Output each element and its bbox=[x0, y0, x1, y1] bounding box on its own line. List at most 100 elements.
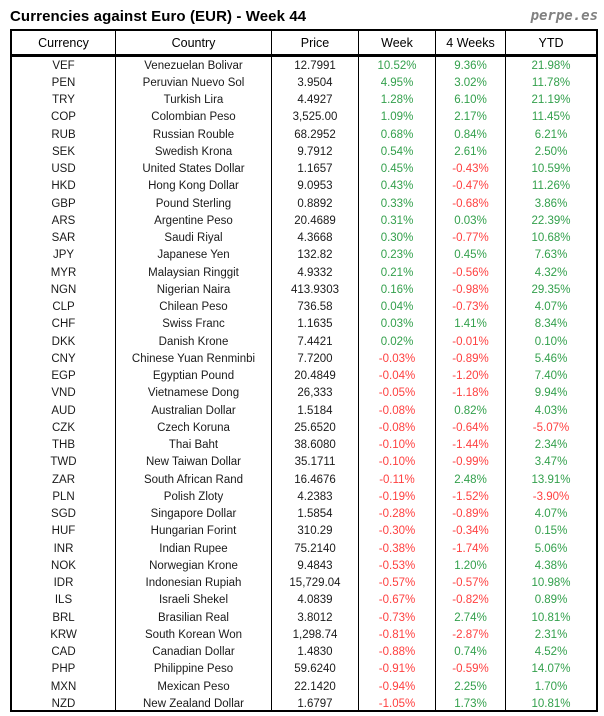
currency-code-cell: MYR bbox=[12, 264, 116, 282]
week-change-cell: -0.05% bbox=[359, 384, 436, 402]
country-cell: Turkish Lira bbox=[116, 91, 272, 109]
currency-code-cell: SAR bbox=[12, 229, 116, 247]
country-cell: Vietnamese Dong bbox=[116, 384, 272, 402]
price-cell: 310.29 bbox=[272, 522, 359, 540]
table-row: IDR Indonesian Rupiah 15,729.04 -0.57% -… bbox=[12, 574, 596, 592]
country-cell: Indonesian Rupiah bbox=[116, 574, 272, 592]
week-change-cell: -0.08% bbox=[359, 402, 436, 420]
column-header-country: Country bbox=[116, 31, 272, 54]
4-weeks-change-cell: -0.98% bbox=[436, 281, 506, 299]
4-weeks-change-cell: -2.87% bbox=[436, 626, 506, 644]
table-row: JPY Japanese Yen 132.82 0.23% 0.45% 7.63… bbox=[12, 246, 596, 264]
currency-code-cell: SEK bbox=[12, 143, 116, 161]
price-cell: 1.6797 bbox=[272, 695, 359, 710]
4-weeks-change-cell: -1.20% bbox=[436, 367, 506, 385]
country-cell: Chinese Yuan Renminbi bbox=[116, 350, 272, 368]
country-cell: Hong Kong Dollar bbox=[116, 177, 272, 195]
currency-code-cell: GBP bbox=[12, 195, 116, 213]
currency-code-cell: VEF bbox=[12, 57, 116, 75]
country-cell: Israeli Shekel bbox=[116, 591, 272, 609]
table-row: TWD New Taiwan Dollar 35.1711 -0.10% -0.… bbox=[12, 453, 596, 471]
ytd-change-cell: 3.86% bbox=[534, 197, 568, 210]
column-header-price: Price bbox=[272, 31, 359, 54]
week-change-cell: 0.16% bbox=[359, 281, 436, 299]
week-change-cell: -0.19% bbox=[359, 488, 436, 506]
country-cell: Russian Rouble bbox=[116, 126, 272, 144]
4-weeks-change-cell: 2.61% bbox=[436, 143, 506, 161]
table-row: COP Colombian Peso 3,525.00 1.09% 2.17% … bbox=[12, 108, 596, 126]
week-change-cell: -0.38% bbox=[359, 540, 436, 558]
week-change-cell: 10.52% bbox=[359, 57, 436, 75]
price-cell: 1.4830 bbox=[272, 643, 359, 661]
week-change-cell: 0.23% bbox=[359, 246, 436, 264]
week-change-cell: -0.08% bbox=[359, 419, 436, 437]
week-change-cell: -1.05% bbox=[359, 695, 436, 710]
country-cell: Czech Koruna bbox=[116, 419, 272, 437]
price-cell: 3.9504 bbox=[272, 74, 359, 92]
table-row: INR Indian Rupee 75.2140 -0.38% -1.74% 5… bbox=[12, 540, 596, 558]
week-change-cell: -0.10% bbox=[359, 436, 436, 454]
4-weeks-change-cell: -0.89% bbox=[436, 350, 506, 368]
country-cell: Egyptian Pound bbox=[116, 367, 272, 385]
4-weeks-change-cell: -1.52% bbox=[436, 488, 506, 506]
table-row: CHF Swiss Franc 1.1635 0.03% 1.41% 8.34% bbox=[12, 315, 596, 333]
ytd-change-cell: -5.07% bbox=[532, 421, 570, 434]
ytd-change-cell: 10.68% bbox=[531, 232, 571, 245]
week-change-cell: 0.45% bbox=[359, 160, 436, 178]
ytd-change-cell: 11.26% bbox=[531, 180, 571, 193]
price-cell: 15,729.04 bbox=[272, 574, 359, 592]
table-row: PLN Polish Zloty 4.2383 -0.19% -1.52% -3… bbox=[12, 488, 596, 506]
table-row: SAR Saudi Riyal 4.3668 0.30% -0.77% 10.6… bbox=[12, 229, 596, 247]
column-header-currency: Currency bbox=[12, 31, 116, 54]
ytd-change-cell: 4.52% bbox=[534, 646, 568, 659]
brand-watermark: perpe.es bbox=[530, 8, 598, 24]
ytd-change-cell: 4.32% bbox=[534, 266, 568, 279]
currency-code-cell: SGD bbox=[12, 505, 116, 523]
currency-code-cell: CAD bbox=[12, 643, 116, 661]
table-row: CAD Canadian Dollar 1.4830 -0.88% 0.74% … bbox=[12, 643, 596, 661]
ytd-change-cell: 11.78% bbox=[531, 76, 571, 89]
country-cell: Venezuelan Bolivar bbox=[116, 57, 272, 75]
price-cell: 68.2952 bbox=[272, 126, 359, 144]
table-row: CNY Chinese Yuan Renminbi 7.7200 -0.03% … bbox=[12, 350, 596, 368]
table-row: MXN Mexican Peso 22.1420 -0.94% 2.25% 1.… bbox=[12, 678, 596, 696]
4-weeks-change-cell: 0.03% bbox=[436, 212, 506, 230]
4-weeks-change-cell: 0.45% bbox=[436, 246, 506, 264]
country-cell: Peruvian Nuevo Sol bbox=[116, 74, 272, 92]
price-cell: 9.0953 bbox=[272, 177, 359, 195]
country-cell: Philippine Peso bbox=[116, 660, 272, 678]
week-change-cell: 4.95% bbox=[359, 74, 436, 92]
currency-code-cell: CHF bbox=[12, 315, 116, 333]
price-cell: 4.0839 bbox=[272, 591, 359, 609]
currency-code-cell: PLN bbox=[12, 488, 116, 506]
ytd-change-cell: 8.34% bbox=[534, 318, 568, 331]
price-cell: 9.7912 bbox=[272, 143, 359, 161]
country-cell: Indian Rupee bbox=[116, 540, 272, 558]
table-row: ARS Argentine Peso 20.4689 0.31% 0.03% 2… bbox=[12, 212, 596, 230]
currency-code-cell: INR bbox=[12, 540, 116, 558]
ytd-change-cell: 5.06% bbox=[534, 542, 568, 555]
table-row: BRL Brasilian Real 3.8012 -0.73% 2.74% 1… bbox=[12, 609, 596, 627]
ytd-change-cell: 0.10% bbox=[534, 335, 568, 348]
price-cell: 132.82 bbox=[272, 246, 359, 264]
country-cell: Pound Sterling bbox=[116, 195, 272, 213]
4-weeks-change-cell: -0.47% bbox=[436, 177, 506, 195]
table-row: SEK Swedish Krona 9.7912 0.54% 2.61% 2.5… bbox=[12, 143, 596, 161]
week-change-cell: 0.30% bbox=[359, 229, 436, 247]
price-cell: 4.4927 bbox=[272, 91, 359, 109]
country-cell: United States Dollar bbox=[116, 160, 272, 178]
4-weeks-change-cell: -1.44% bbox=[436, 436, 506, 454]
price-cell: 0.8892 bbox=[272, 195, 359, 213]
price-cell: 16.4676 bbox=[272, 471, 359, 489]
4-weeks-change-cell: -0.01% bbox=[436, 333, 506, 351]
ytd-change-cell: 10.59% bbox=[531, 163, 571, 176]
week-change-cell: 0.21% bbox=[359, 264, 436, 282]
4-weeks-change-cell: -1.74% bbox=[436, 540, 506, 558]
price-cell: 1.5854 bbox=[272, 505, 359, 523]
4-weeks-change-cell: 2.74% bbox=[436, 609, 506, 627]
currency-code-cell: CNY bbox=[12, 350, 116, 368]
ytd-change-cell: 2.34% bbox=[534, 439, 568, 452]
table-row: TRY Turkish Lira 4.4927 1.28% 6.10% 21.1… bbox=[12, 91, 596, 109]
4-weeks-change-cell: -0.68% bbox=[436, 195, 506, 213]
ytd-change-cell: 21.98% bbox=[531, 59, 571, 72]
